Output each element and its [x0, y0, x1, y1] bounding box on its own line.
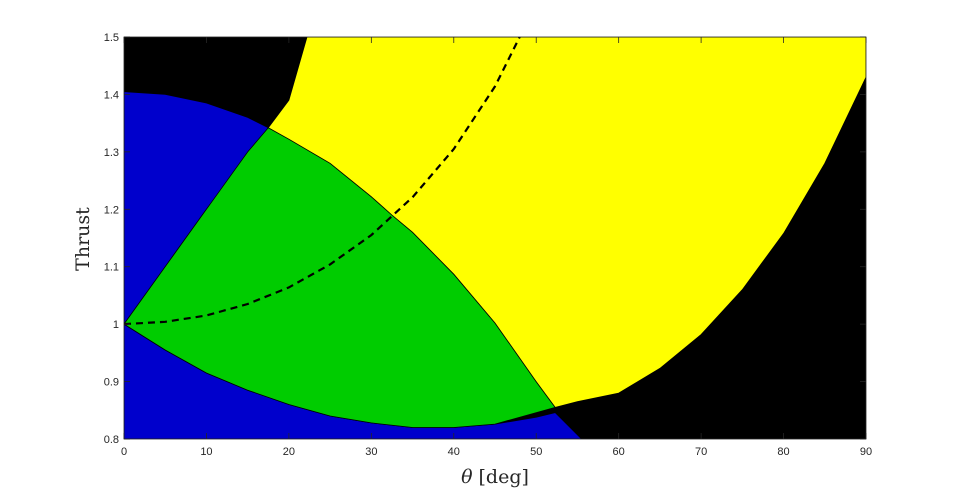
y-tick-label: 1.1: [104, 262, 119, 274]
y-tick-label: 1: [113, 319, 119, 331]
dashed-series-line-1: [124, 37, 521, 326]
x-tick-label: 10: [200, 446, 212, 458]
y-tick-label: 1.3: [104, 147, 119, 159]
y-tick-label: 1.4: [104, 89, 119, 101]
y-axis-title: Thrust: [72, 207, 94, 271]
y-tick-label: 0.9: [104, 377, 119, 389]
plot-area: [123, 36, 867, 440]
x-tick-label: 80: [777, 446, 789, 458]
x-tick-label: 90: [860, 446, 872, 458]
y-tick-label: 1.5: [104, 32, 119, 44]
region-3: [267, 37, 866, 408]
x-tick-label: 50: [530, 446, 542, 458]
x-axis-unit: [deg]: [479, 466, 529, 488]
x-tick-label: 60: [613, 446, 625, 458]
y-tick-label: 1.2: [104, 204, 119, 216]
x-axis-symbol: θ: [461, 466, 473, 488]
x-tick-label: 40: [448, 446, 460, 458]
x-tick-label: 20: [283, 446, 295, 458]
x-tick-label: 30: [365, 446, 377, 458]
x-axis-title: θ [deg]: [461, 466, 529, 488]
axes-frame: [123, 36, 867, 440]
x-tick-label: 0: [121, 446, 127, 458]
y-tick-label: 0.8: [104, 434, 119, 446]
axis-ticks: 0 10 20 30 40 50 60 70 80 90 0.8 0.9 1 1.1 1.2 1.3 1.4 1.…: [104, 32, 872, 458]
x-tick-label: 70: [695, 446, 707, 458]
